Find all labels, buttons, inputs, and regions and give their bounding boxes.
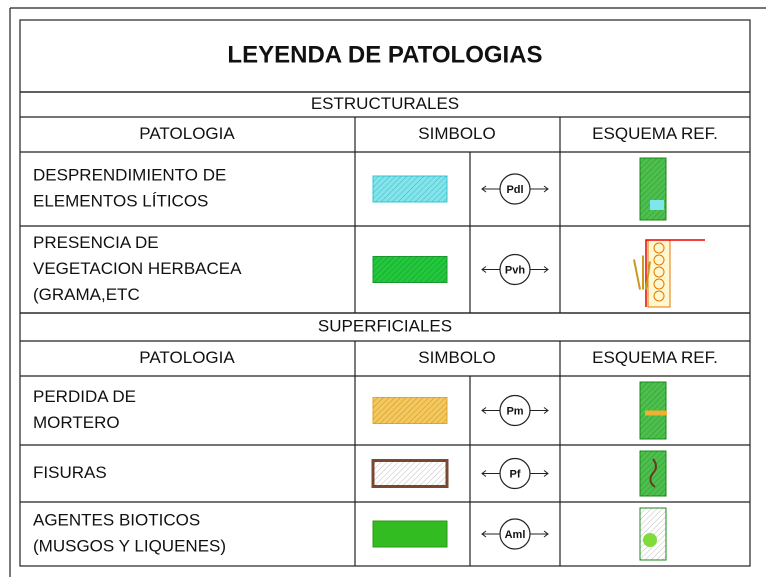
arrowhead [481,185,549,193]
pathology-name: FISURAS [33,463,107,482]
symbol-code: Aml [505,529,526,541]
pathology-name: MORTERO [33,413,120,432]
symbol-code: Pdl [506,184,523,196]
table-border [19,19,751,567]
pathology-name: ELEMENTOS LÍTICOS [33,191,208,210]
column-header: ESQUEMA REF. [592,124,718,143]
swatch-hatch [373,460,447,487]
symbol-circle [499,253,531,286]
arrowhead [481,266,549,273]
arrowhead [481,470,549,477]
pathology-name: (GRAMA,ETC [33,285,140,304]
icon-grass [633,255,651,290]
section-heading: SUPERFICIALES [318,316,452,335]
icon-stone [653,278,665,290]
symbol-swatch [372,520,448,548]
pathology-name: AGENTES BIOTICOS [33,510,200,529]
pathology-name: (MUSGOS Y LIQUENES) [33,536,226,555]
icon-gap [650,200,664,210]
icon-mortar [645,410,667,416]
icon-crack [649,458,657,488]
swatch-hatch [373,256,447,283]
icon-wall [647,239,671,308]
arrowhead [481,530,549,538]
symbol-circle [499,518,531,550]
symbol-code: Pvh [505,264,525,276]
swatch-hatch [373,176,447,202]
icon-stone [653,254,665,266]
symbol-circle [499,394,531,427]
column-header: PATOLOGIA [139,124,235,143]
icon-stone [653,266,665,278]
arrowhead [481,407,549,414]
icon-stone [653,242,665,254]
column-header: PATOLOGIA [139,348,235,367]
pathology-name: VEGETACION HERBACEA [33,259,242,278]
icon-stone [653,290,665,302]
column-header: ESQUEMA REF. [592,348,718,367]
pathology-name: PERDIDA DE [33,387,136,406]
icon-moss [643,533,657,547]
swatch-hatch [373,397,447,424]
icon-hatch [640,158,666,220]
symbol-code: Pf [510,468,521,480]
symbol-code: Pm [506,405,523,417]
symbol-circle [499,457,531,490]
column-header: SIMBOLO [418,124,495,143]
title: LEYENDA DE PATOLOGIAS [227,41,542,68]
column-header: SIMBOLO [418,348,495,367]
symbol-circle [499,173,531,205]
section-heading: ESTRUCTURALES [311,94,459,113]
pathology-name: PRESENCIA DE [33,233,159,252]
pathology-name: DESPRENDIMIENTO DE [33,165,226,184]
